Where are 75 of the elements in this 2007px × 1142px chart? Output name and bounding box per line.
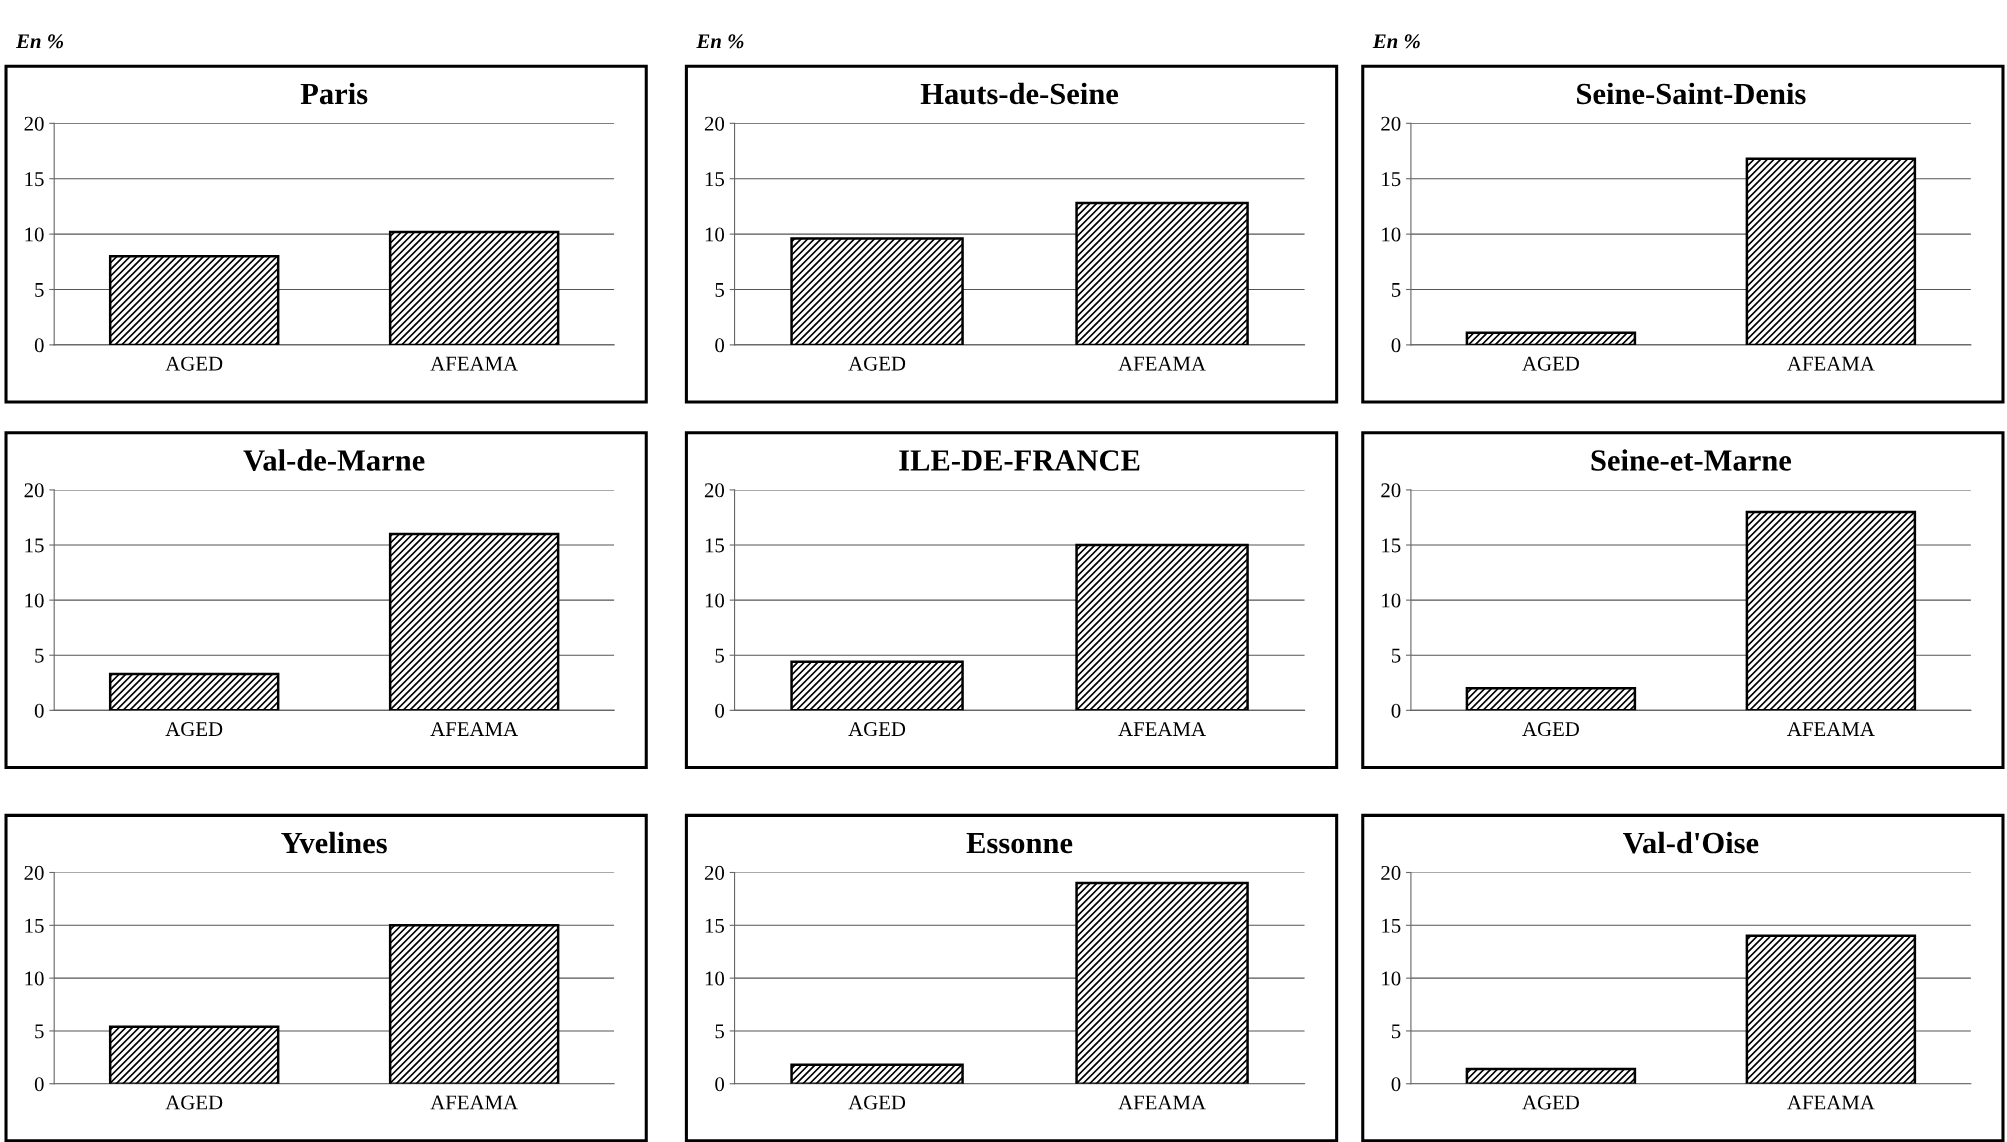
x-tick-label: AGED bbox=[1522, 722, 1580, 737]
y-tick-label: 5 bbox=[715, 648, 725, 663]
y-tick-label: 20 bbox=[1381, 865, 1401, 880]
y-tick-label: 15 bbox=[1382, 538, 1401, 553]
chart-title: Paris bbox=[300, 82, 368, 105]
y-tick-label: 15 bbox=[25, 538, 44, 553]
y-tick-label: 5 bbox=[35, 283, 44, 297]
chart-title: Essonne bbox=[966, 833, 1073, 854]
chart-title: Seine-et-Marne bbox=[1591, 449, 1792, 471]
y-tick-label: 10 bbox=[705, 593, 725, 608]
x-tick-label: AFEAMA bbox=[430, 1095, 518, 1110]
x-tick-label: AGED bbox=[1522, 356, 1580, 371]
chart-title: Hauts-de-Seine bbox=[920, 82, 1119, 105]
y-tick-label: 0 bbox=[34, 338, 44, 353]
y-tick-label: 20 bbox=[704, 483, 725, 498]
x-tick-label: AFEAMA bbox=[430, 722, 518, 736]
y-tick-label: 15 bbox=[1382, 918, 1401, 933]
y-tick-label: 10 bbox=[1382, 227, 1401, 242]
text: En % bbox=[15, 34, 64, 49]
chart-title: Seine-Saint-Denis bbox=[1577, 82, 1806, 105]
y-tick-label: 10 bbox=[25, 971, 44, 986]
y-tick-label: 0 bbox=[34, 1077, 44, 1092]
y-tick-label: 20 bbox=[1381, 483, 1401, 498]
x-tick-label: AGED bbox=[165, 1095, 223, 1110]
x-tick-label: AGED bbox=[848, 1095, 906, 1110]
x-tick-label: AGED bbox=[848, 722, 906, 737]
x-tick-label: AFEAMA bbox=[1787, 356, 1875, 371]
y-tick-label: 15 bbox=[1382, 172, 1401, 187]
y-tick-label: 5 bbox=[35, 648, 44, 663]
y-tick-label: 0 bbox=[715, 703, 725, 718]
y-tick-label: 0 bbox=[1391, 338, 1401, 353]
chart-title: Val-d'Oise bbox=[1623, 831, 1759, 854]
y-tick-label: 0 bbox=[715, 338, 725, 353]
y-tick-label: 10 bbox=[705, 227, 725, 242]
y-tick-label: 20 bbox=[704, 116, 725, 131]
y-tick-label: 0 bbox=[715, 1077, 725, 1092]
y-tick-label: 20 bbox=[1381, 116, 1401, 131]
chart-title: Val-de-Marne bbox=[243, 449, 425, 471]
x-tick-label: AFEAMA bbox=[1118, 356, 1206, 371]
y-tick-label: 10 bbox=[1382, 593, 1401, 608]
y-tick-label: 0 bbox=[1391, 703, 1401, 718]
x-tick-label: AFEAMA bbox=[1118, 1095, 1206, 1110]
chart-title: Yvelines bbox=[281, 831, 387, 854]
y-tick-label: 10 bbox=[1382, 971, 1401, 986]
y-tick-label: 10 bbox=[25, 593, 44, 608]
y-tick-label: 10 bbox=[705, 971, 725, 986]
x-tick-label: AFEAMA bbox=[430, 356, 518, 371]
y-tick-label: 5 bbox=[715, 283, 725, 297]
x-tick-label: AGED bbox=[165, 722, 223, 737]
y-tick-label: 10 bbox=[25, 227, 44, 242]
y-tick-label: 15 bbox=[705, 172, 725, 187]
x-tick-label: AGED bbox=[1522, 1095, 1580, 1110]
x-tick-label: AGED bbox=[848, 356, 906, 371]
y-tick-label: 15 bbox=[705, 918, 725, 933]
y-tick-label: 20 bbox=[24, 865, 44, 880]
text: En % bbox=[696, 34, 744, 49]
y-tick-label: 5 bbox=[715, 1024, 725, 1039]
y-tick-label: 5 bbox=[1391, 283, 1401, 297]
y-tick-label: 20 bbox=[704, 865, 725, 880]
y-tick-label: 5 bbox=[1391, 648, 1401, 663]
x-tick-label: AFEAMA bbox=[1787, 1095, 1875, 1110]
y-tick-label: 0 bbox=[1391, 1077, 1401, 1092]
y-tick-label: 15 bbox=[25, 172, 44, 187]
y-tick-label: 5 bbox=[35, 1024, 44, 1039]
x-tick-label: AGED bbox=[165, 356, 223, 371]
x-tick-label: AFEAMA bbox=[1787, 722, 1875, 736]
x-tick-label: AFEAMA bbox=[1118, 722, 1206, 736]
text: En % bbox=[1372, 34, 1420, 49]
y-tick-label: 0 bbox=[34, 703, 44, 718]
y-tick-label: 20 bbox=[24, 483, 44, 498]
y-tick-label: 5 bbox=[1391, 1024, 1401, 1039]
y-tick-label: 20 bbox=[24, 116, 44, 131]
y-tick-label: 15 bbox=[25, 918, 44, 933]
chart-title: ILE-DE-FRANCE bbox=[899, 450, 1140, 471]
y-tick-label: 15 bbox=[705, 538, 725, 553]
